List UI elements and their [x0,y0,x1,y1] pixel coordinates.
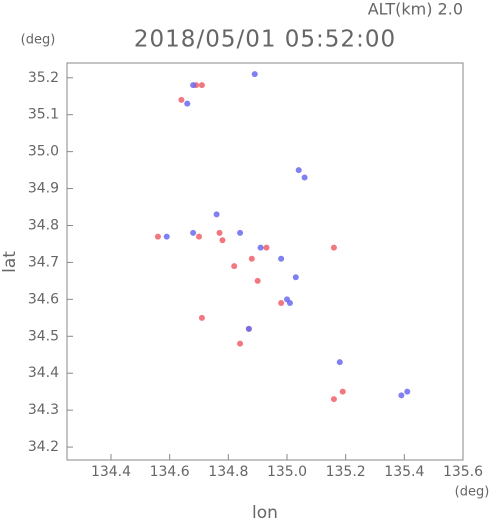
y-tick-label: 35.2 [28,70,59,86]
altitude-label: ALT(km) 2.0 [368,0,463,19]
echo-point [336,359,343,366]
echo-point [295,167,302,174]
echo-point [178,96,185,103]
echo-point [292,274,299,281]
y-tick-label: 34.8 [28,217,59,233]
x-tick-label: 134.4 [91,464,131,480]
echo-point [251,71,258,78]
y-tick-label: 34.4 [28,365,59,381]
echo-point [163,233,170,240]
x-axis-label: lon [252,503,278,521]
y-tick-label: 35.0 [28,144,59,160]
echo-point [278,300,285,307]
y-tick-label: 34.9 [28,181,59,197]
echo-point [330,396,337,403]
y-tick-label: 35.1 [28,107,59,123]
echo-point [404,388,411,395]
echo-point [286,300,293,307]
echo-point [330,244,337,251]
echo-point [231,263,238,270]
echo-point [339,388,346,395]
echo-point [301,174,308,181]
echo-point [278,255,285,262]
echo-point [190,82,197,89]
echo-point [190,229,197,236]
echo-point [154,233,161,240]
y-tick-label: 34.7 [28,254,59,270]
y-tick-label: 34.2 [28,439,59,455]
echo-point [198,82,205,89]
y-tick-label: 34.3 [28,402,59,418]
x-tick-label: 135.4 [384,464,424,480]
y-tick-label: 34.5 [28,328,59,344]
echo-point [398,392,405,399]
echo-point [196,233,202,240]
echo-point [254,277,261,284]
echo-point [213,211,220,218]
echo-point [263,244,270,251]
echo-point [216,229,223,236]
chart-title: 2018/05/01 05:52:00 [134,27,396,53]
echo-point [219,237,226,244]
echo-point [237,340,244,347]
x-tick-label: 135.6 [443,464,483,480]
y-tick-label: 34.6 [28,291,59,307]
plot-frame [66,62,464,461]
x-tick-label: 134.8 [208,464,248,480]
echo-point [237,229,244,236]
y-unit: (deg) [21,33,56,48]
echo-point [245,325,252,332]
echo-point [257,244,264,251]
echo-point [198,314,205,321]
x-tick-label: 134.6 [150,464,190,480]
echo-point [184,100,191,107]
echo-point [248,255,255,262]
x-unit: (deg) [455,485,490,500]
x-tick-label: 135.0 [267,464,307,480]
y-axis-label: lat [0,251,20,273]
x-tick-label: 135.2 [326,464,366,480]
